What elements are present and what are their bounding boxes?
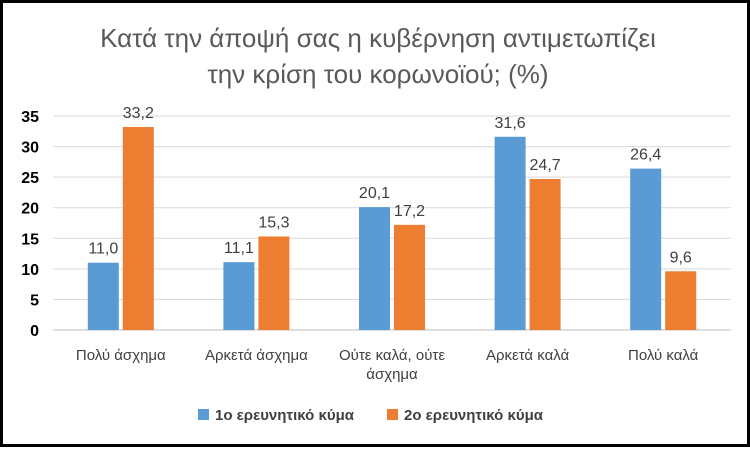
bar-series-1 [630,168,662,330]
x-tick-label: Αρκετά άσχημα [205,347,308,364]
chart-title: Κατά την άποψή σας η κυβέρνηση αντιμετωπ… [100,23,656,89]
legend-swatch [387,409,398,420]
y-tick-label: 20 [21,201,39,218]
y-tick-label: 25 [21,170,39,187]
chart-title-line: Κατά την άποψή σας η κυβέρνηση αντιμετωπ… [100,23,656,53]
bar-series-2 [258,236,290,330]
x-tick-label: Αρκετά καλά [486,347,570,364]
data-label: 15,3 [258,214,289,231]
data-label: 31,6 [495,115,526,132]
data-label: 11,0 [88,241,118,258]
legend-item: 1ο ερευνητικό κύμα [198,407,355,424]
data-label: 20,1 [359,185,390,202]
bars [87,127,697,331]
data-label: 9,6 [670,249,692,266]
y-tick-label: 10 [21,262,39,279]
bar-series-1 [87,262,119,330]
chart-title-line: την κρίση του κορωνοϊού; (%) [207,59,548,89]
bar-chart: Κατά την άποψή σας η κυβέρνηση αντιμετωπ… [21,23,731,424]
bar-series-2 [394,224,425,330]
x-tick-label: Πολύ άσχημα [76,347,166,364]
y-tick-label: 35 [21,109,39,126]
legend-item: 2ο ερευνητικό κύμα [387,407,544,424]
y-axis-ticks: 0 5 10 15 20 25 30 35 [21,109,39,340]
bar-series-1 [494,136,526,330]
data-label: 11,1 [224,240,254,257]
gridlines [53,115,731,331]
y-tick-label: 5 [30,292,39,309]
bar-series-2 [665,271,697,330]
legend-swatch [198,409,209,420]
bar-series-1 [359,207,390,330]
bar-series-1 [223,262,255,330]
legend-label: 1ο ερευνητικό κύμα [215,407,355,424]
x-tick-label: Ούτε καλά, ούτε [339,347,445,364]
y-tick-label: 15 [21,231,39,248]
x-tick-label: Πολύ καλά [628,347,699,364]
x-axis-ticks: Πολύ άσχημα Αρκετά άσχημα Ούτε καλά, ούτε ά… [76,347,699,383]
data-label: 26,4 [630,147,661,164]
y-tick-label: 0 [30,323,39,340]
legend: 1ο ερευνητικό κύμα 2ο ερευνητικό κύμα [198,407,544,424]
data-label: 24,7 [530,157,561,174]
legend-label: 2ο ερευνητικό κύμα [404,407,544,424]
y-tick-label: 30 [21,140,39,157]
data-label: 33,2 [123,105,154,122]
data-labels: 11,0 33,2 11,115,3 20,117,2 31,6 24,7 26,4 9,6 [88,105,692,266]
bar-series-2 [529,178,561,330]
bar-series-2 [122,127,154,331]
data-label: 17,2 [394,203,425,220]
x-tick-label: άσχημα [366,366,418,383]
